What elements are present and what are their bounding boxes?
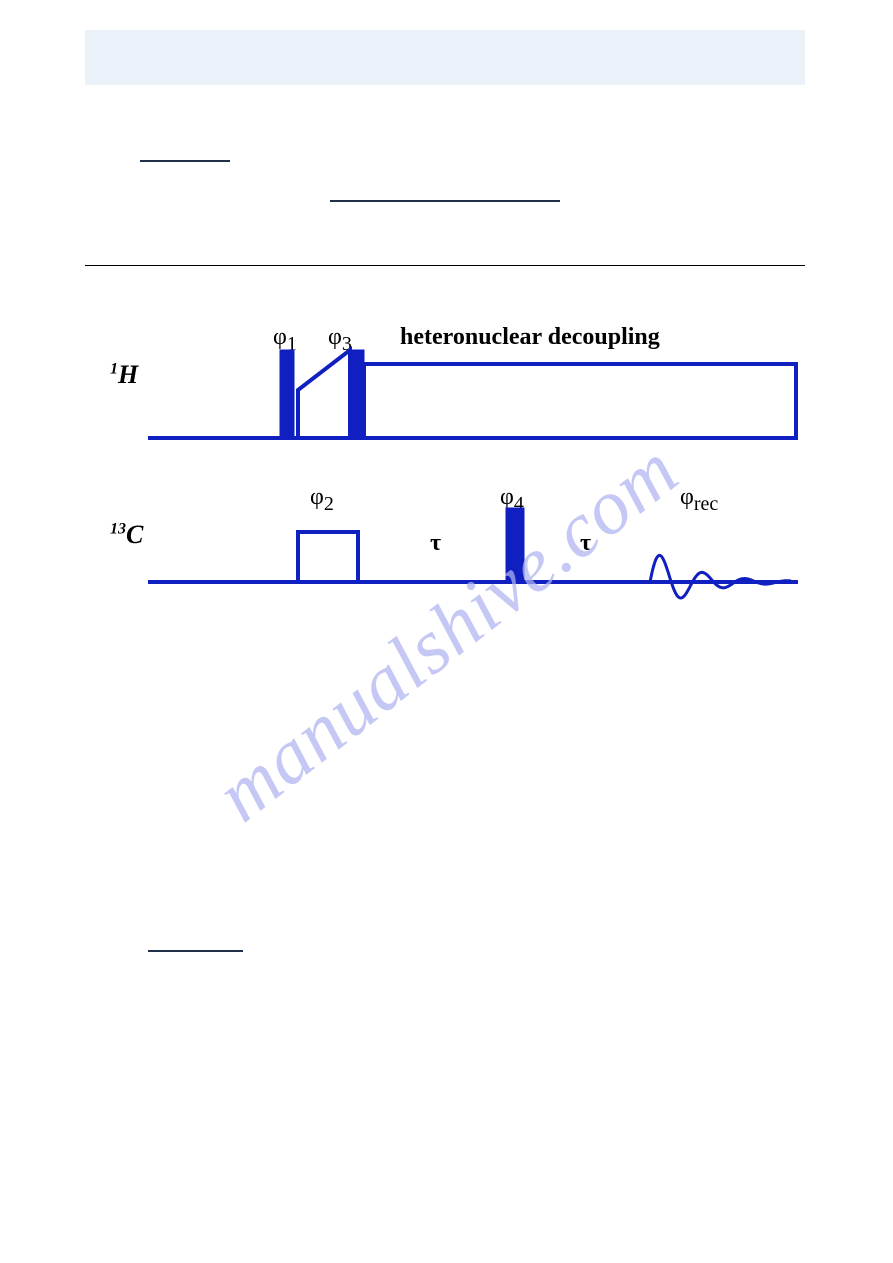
header-underline-1 xyxy=(140,160,230,162)
section-divider xyxy=(85,265,805,266)
pulse-sequence-diagram: 1H 13C heteronuclear decoupling φ1 φ3 φ2… xyxy=(110,330,800,660)
page-root: 1H 13C heteronuclear decoupling φ1 φ3 φ2… xyxy=(0,0,893,1263)
pulse-sequence-svg xyxy=(110,330,800,660)
header-band xyxy=(85,30,805,85)
lower-underline xyxy=(148,950,243,952)
header-underline-2 xyxy=(330,200,560,202)
